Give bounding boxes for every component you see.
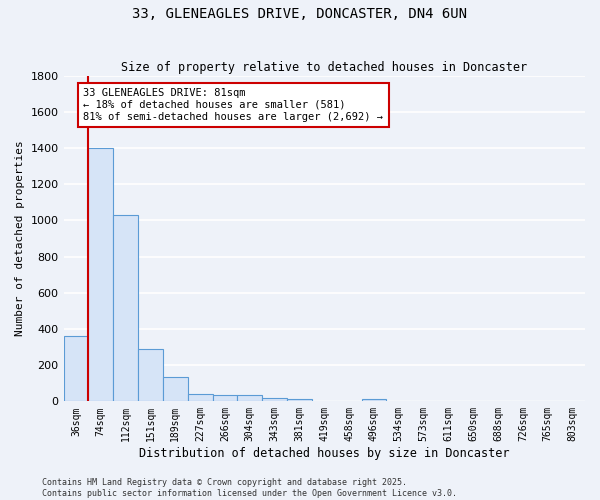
Bar	[287, 398, 312, 402]
Y-axis label: Number of detached properties: Number of detached properties	[15, 140, 25, 336]
Text: 33, GLENEAGLES DRIVE, DONCASTER, DN4 6UN: 33, GLENEAGLES DRIVE, DONCASTER, DN4 6UN	[133, 8, 467, 22]
X-axis label: Distribution of detached houses by size in Doncaster: Distribution of detached houses by size …	[139, 447, 509, 460]
Text: Contains HM Land Registry data © Crown copyright and database right 2025.
Contai: Contains HM Land Registry data © Crown c…	[42, 478, 457, 498]
Bar	[88, 148, 113, 402]
Bar	[163, 377, 188, 402]
Text: 33 GLENEAGLES DRIVE: 81sqm
← 18% of detached houses are smaller (581)
81% of sem: 33 GLENEAGLES DRIVE: 81sqm ← 18% of deta…	[83, 88, 383, 122]
Bar	[212, 395, 238, 402]
Bar	[238, 395, 262, 402]
Title: Size of property relative to detached houses in Doncaster: Size of property relative to detached ho…	[121, 62, 527, 74]
Bar	[64, 336, 88, 402]
Bar	[138, 349, 163, 402]
Bar	[262, 398, 287, 402]
Bar	[362, 398, 386, 402]
Bar	[113, 215, 138, 402]
Bar	[188, 394, 212, 402]
